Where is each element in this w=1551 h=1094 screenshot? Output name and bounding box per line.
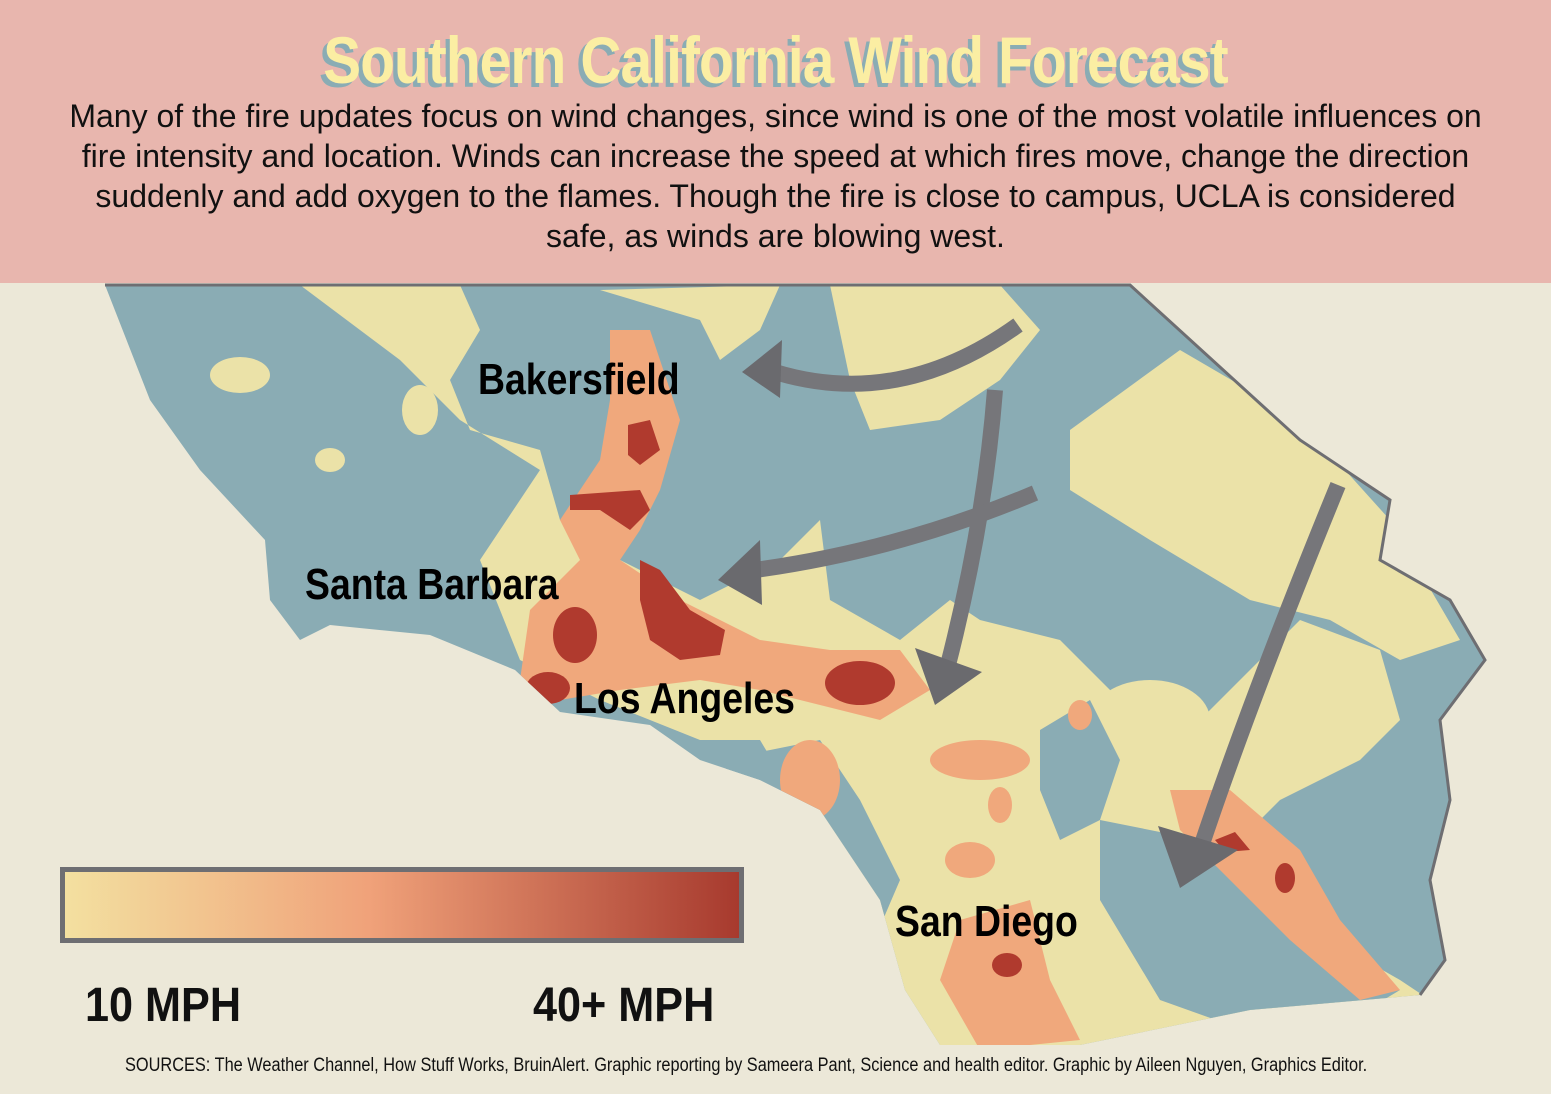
city-label-santa-barbara: Santa Barbara: [305, 560, 559, 609]
city-label-los-angeles: Los Angeles: [574, 674, 795, 723]
page-title: Southern California Wind Forecast: [323, 23, 1228, 97]
wind-speed-legend-bar: [60, 867, 744, 943]
legend-max-label: 40+ MPH: [533, 979, 715, 1032]
sources-credit: SOURCES: The Weather Channel, How Stuff …: [125, 1055, 1368, 1076]
arrow-heads: [718, 340, 1238, 888]
high-wind-zones: [526, 420, 1295, 977]
state-border: [105, 283, 1487, 996]
wind-arrow: [1192, 481, 1346, 853]
arrowhead-icon: [1158, 826, 1238, 888]
arrowhead-icon: [915, 648, 982, 705]
arrowhead-icon: [742, 340, 782, 398]
intro-text: Many of the fire updates focus on wind c…: [69, 98, 1482, 254]
legend-min-label: 10 MPH: [85, 979, 242, 1032]
wind-arrow: [753, 485, 1039, 578]
city-label-bakersfield: Bakersfield: [478, 355, 680, 404]
city-label-san-diego: San Diego: [895, 897, 1078, 946]
arrowhead-icon: [718, 540, 762, 605]
wind-arrow: [772, 318, 1023, 392]
wind-arrow: [940, 389, 1003, 667]
wind-arrows: [753, 318, 1346, 853]
header-banner: Southern California Wind Forecast Many o…: [0, 0, 1551, 283]
